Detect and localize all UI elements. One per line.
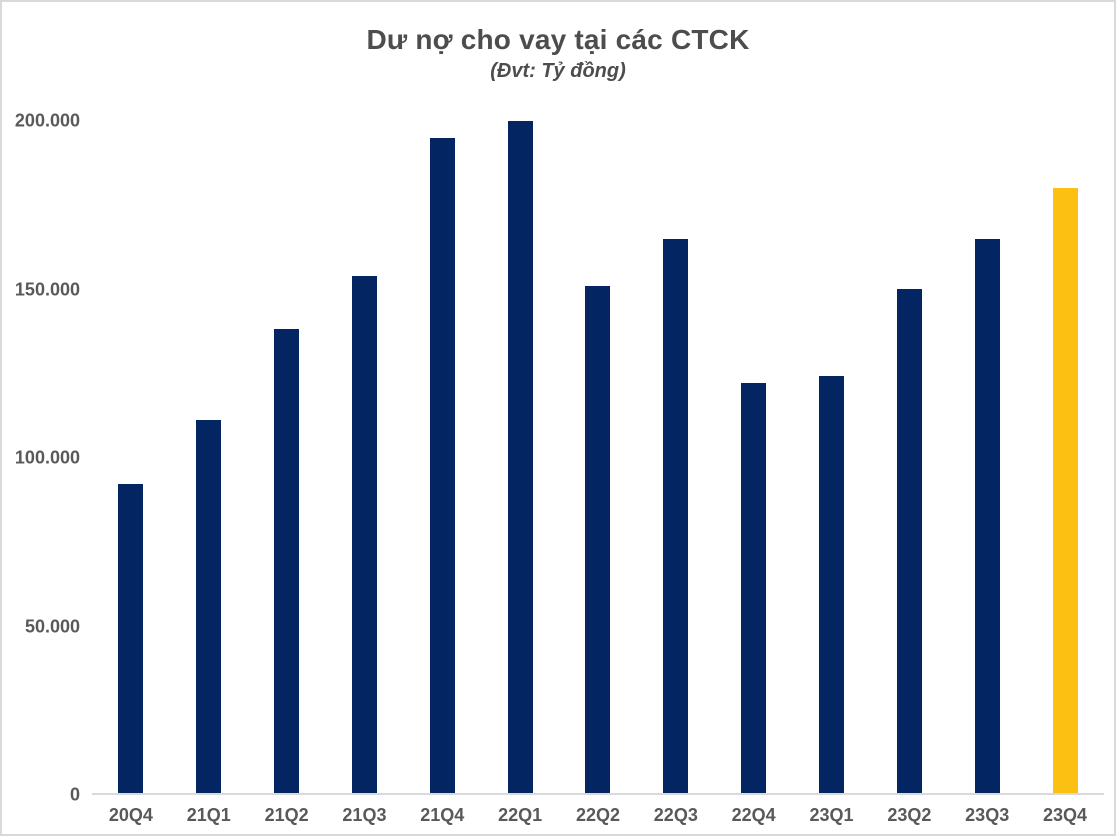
bar-slot-21Q4 <box>403 121 481 793</box>
bar-slot-21Q2 <box>248 121 326 793</box>
bar-slot-22Q3 <box>637 121 715 793</box>
y-tick-label-100.000: 100.000 <box>14 447 80 468</box>
x-tick-label-23Q4: 23Q4 <box>1043 805 1088 825</box>
bar-23Q1 <box>819 376 845 793</box>
bar-23Q4-highlighted <box>1052 188 1078 793</box>
bar-23Q2 <box>896 289 922 793</box>
bar-slot-22Q4 <box>715 121 793 793</box>
x-tick-label-20Q4: 20Q4 <box>108 805 153 825</box>
bar-slot-21Q3 <box>326 121 404 793</box>
bar-22Q1 <box>507 121 533 793</box>
bar-slot-22Q2 <box>559 121 637 793</box>
x-tick-label-21Q4: 21Q4 <box>420 805 465 825</box>
x-tick-label-21Q3: 21Q3 <box>342 805 387 825</box>
bar-20Q4 <box>118 483 144 793</box>
y-tick-label-200.000: 200.000 <box>14 110 80 131</box>
bar-23Q3 <box>974 238 1000 793</box>
bar-slot-20Q4 <box>92 121 170 793</box>
x-tick-label-23Q2: 23Q2 <box>887 805 932 825</box>
bar-21Q4 <box>429 137 455 793</box>
bar-slot-23Q2 <box>870 121 948 793</box>
x-tick-label-22Q3: 22Q3 <box>653 805 698 825</box>
x-tick-label-22Q2: 22Q2 <box>575 805 620 825</box>
x-tick-label-21Q1: 21Q1 <box>186 805 231 825</box>
bar-slot-22Q1 <box>481 121 559 793</box>
x-tick-label-22Q1: 22Q1 <box>498 805 543 825</box>
y-tick-label-0: 0 <box>69 784 80 805</box>
x-tick-label-21Q2: 21Q2 <box>264 805 309 825</box>
x-tick-label-23Q3: 23Q3 <box>965 805 1010 825</box>
bar-22Q4 <box>741 383 767 793</box>
chart-subtitle: (Đvt: Tỷ đồng) <box>490 60 626 82</box>
bar-22Q2 <box>585 285 611 793</box>
bar-22Q3 <box>663 238 689 793</box>
bar-slot-23Q1 <box>793 121 871 793</box>
y-tick-label-50.000: 50.000 <box>24 616 80 636</box>
x-tick-label-23Q1: 23Q1 <box>809 805 854 825</box>
bar-slot-23Q4 <box>1026 121 1104 793</box>
bar-slot-23Q3 <box>948 121 1026 793</box>
plot-area <box>92 121 1104 795</box>
bar-21Q1 <box>196 420 222 793</box>
y-tick-label-150.000: 150.000 <box>14 279 80 299</box>
chart-title: Dư nợ cho vay tại các CTCK <box>366 24 750 55</box>
x-axis: 20Q4 21Q1 21Q2 21Q3 21Q4 22Q1 22Q2 22Q3 22Q4 23Q1… <box>92 801 1104 829</box>
bar-slot-21Q1 <box>170 121 248 793</box>
x-tick-label-22Q4: 22Q4 <box>731 805 776 825</box>
bar-21Q3 <box>351 275 377 793</box>
y-axis: 0 50.000 100.000 150.000 200.000 <box>2 2 80 838</box>
bars-row <box>92 121 1104 793</box>
bar-21Q2 <box>274 329 300 793</box>
